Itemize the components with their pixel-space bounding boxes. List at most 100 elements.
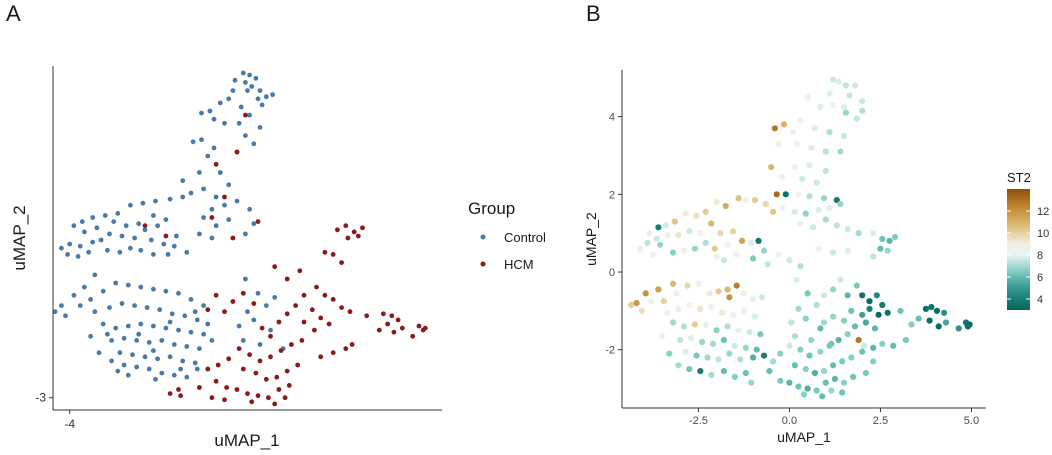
point-hcm-61 — [234, 387, 240, 392]
st2-point-127 — [697, 305, 704, 312]
point-control-141 — [121, 362, 127, 368]
point-control-35 — [213, 194, 219, 200]
point-control-98 — [113, 280, 119, 286]
point-control-49 — [167, 196, 173, 202]
st2-point-162 — [720, 368, 728, 375]
st2-point-236 — [908, 321, 915, 328]
point-control-83 — [151, 213, 156, 218]
st2-point-28 — [806, 162, 813, 169]
point-control-24 — [251, 141, 257, 147]
point-hcm-49 — [299, 338, 305, 343]
point-control-145 — [171, 372, 177, 378]
point-hcm-8 — [163, 233, 169, 239]
st2-point-7 — [830, 101, 837, 109]
st2-point-105 — [669, 280, 677, 287]
st2-point-93 — [657, 241, 664, 248]
st2-point-238 — [922, 305, 930, 312]
st2-point-137 — [713, 327, 720, 334]
point-hcm-19 — [284, 276, 290, 282]
st2-point-51 — [810, 224, 817, 231]
st2-point-133 — [669, 319, 677, 326]
st2-point-129 — [719, 309, 726, 316]
st2-point-237 — [915, 315, 922, 322]
st2-point-172 — [795, 305, 802, 312]
st2-point-38 — [833, 197, 840, 204]
b-x-tick-label-2: 2.5 — [873, 415, 888, 427]
point-control-92 — [59, 303, 64, 308]
st2-point-223 — [804, 385, 811, 392]
st2-point-227 — [840, 379, 848, 386]
st2-point-141 — [757, 331, 764, 338]
panel-a-legend: Group Control HCM — [468, 199, 546, 272]
point-control-0 — [240, 70, 246, 76]
point-control-63 — [142, 227, 148, 233]
st2-point-54 — [844, 226, 851, 233]
st2-point-50 — [797, 220, 804, 227]
point-control-156 — [153, 376, 158, 382]
st2-point-196 — [871, 325, 879, 332]
st2-point-43 — [770, 208, 777, 215]
point-control-163 — [245, 309, 250, 315]
st2-point-57 — [879, 235, 886, 243]
st2-point-111 — [648, 298, 655, 305]
point-control-58 — [82, 229, 87, 235]
point-hcm-47 — [278, 348, 284, 353]
panel-a-ticks: -4 -3 — [35, 391, 75, 431]
point-hcm-33 — [284, 311, 290, 317]
st2-point-166 — [766, 368, 773, 375]
point-control-47 — [243, 231, 248, 237]
colorbar-gradient — [1007, 189, 1030, 310]
point-control-153 — [105, 331, 110, 337]
st2-point-11 — [817, 103, 824, 110]
st2-point-148 — [742, 344, 749, 351]
st2-point-248 — [955, 325, 962, 332]
point-hcm-74 — [272, 401, 278, 407]
st2-point-198 — [820, 319, 828, 326]
point-control-21 — [236, 120, 242, 126]
point-hcm-86 — [399, 325, 405, 331]
point-hcm-36 — [259, 325, 265, 331]
st2-point-56 — [870, 230, 877, 237]
st2-point-189 — [875, 311, 882, 318]
st2-point-171 — [813, 301, 820, 309]
st2-point-35 — [795, 191, 802, 198]
point-control-138 — [192, 360, 198, 366]
st2-point-12 — [842, 109, 850, 116]
st2-point-42 — [762, 200, 769, 208]
point-control-36 — [188, 190, 194, 196]
point-control-148 — [151, 348, 156, 353]
point-hcm-12 — [360, 225, 365, 231]
point-hcm-75 — [282, 395, 288, 401]
point-control-86 — [111, 219, 117, 225]
st2-point-142 — [677, 336, 684, 344]
point-control-135 — [155, 356, 161, 362]
point-hcm-46 — [268, 354, 273, 360]
point-hcm-71 — [209, 395, 215, 401]
point-hcm-79 — [349, 342, 355, 347]
point-hcm-67 — [176, 387, 181, 392]
point-hcm-2 — [213, 161, 219, 167]
point-control-84 — [136, 221, 142, 227]
st2-point-235 — [897, 307, 904, 314]
point-control-73 — [77, 243, 83, 249]
st2-point-247 — [964, 323, 971, 330]
point-control-78 — [86, 249, 91, 255]
st2-point-97 — [713, 253, 720, 260]
point-control-6 — [257, 88, 263, 93]
st2-point-225 — [822, 379, 829, 386]
st2-point-65 — [815, 245, 822, 252]
st2-point-176 — [817, 325, 824, 332]
st2-point-203 — [826, 342, 833, 349]
point-control-116 — [113, 325, 119, 331]
st2-point-242 — [926, 317, 933, 324]
st2-point-46 — [802, 210, 809, 217]
st2-point-177 — [791, 333, 799, 340]
st2-point-213 — [820, 368, 828, 375]
st2-point-202 — [817, 348, 824, 355]
st2-point-161 — [708, 371, 715, 379]
point-control-42 — [226, 217, 232, 223]
point-control-85 — [123, 223, 129, 229]
st2-point-250 — [890, 342, 897, 349]
st2-point-59 — [891, 234, 899, 241]
point-control-59 — [94, 225, 100, 231]
